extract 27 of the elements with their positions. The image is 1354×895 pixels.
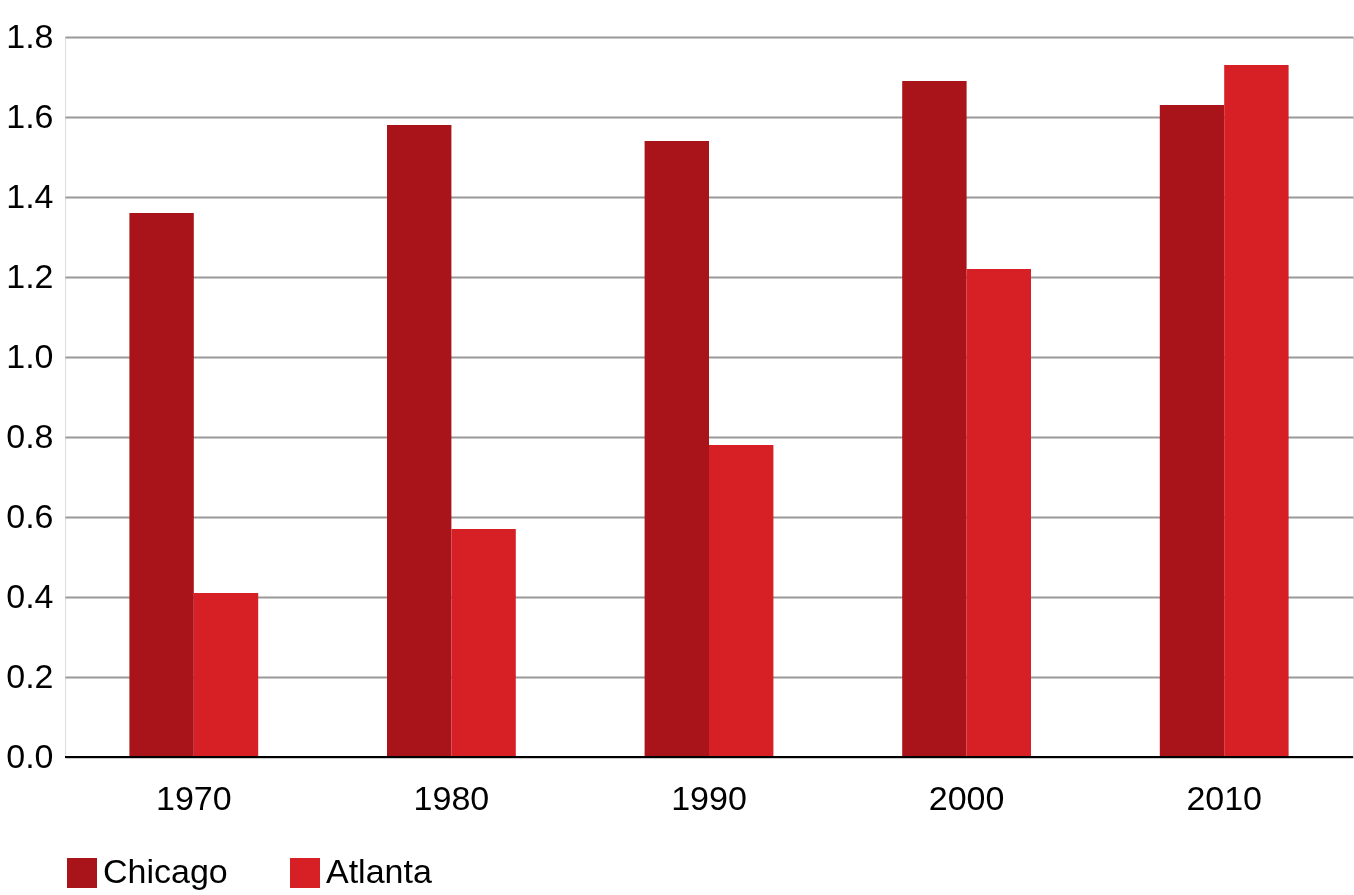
bar (644, 141, 709, 757)
y-tick-label: 1.0 (6, 336, 54, 375)
bar (709, 445, 774, 757)
x-tick-label: 2000 (928, 778, 1005, 817)
bar (1224, 65, 1289, 757)
bar (129, 213, 194, 757)
bar (966, 269, 1031, 757)
x-tick-label: 1970 (155, 778, 232, 817)
x-tick-label: 1990 (671, 778, 747, 817)
y-tick-label: 0.8 (6, 416, 54, 455)
bar (902, 81, 967, 757)
y-tick-label: 0.0 (6, 736, 54, 775)
x-tick-label: 1980 (413, 778, 490, 817)
y-tick-label: 0.2 (6, 656, 54, 695)
bar (193, 593, 259, 757)
y-tick-label: 0.4 (6, 576, 54, 615)
y-tick-label: 1.2 (6, 256, 54, 295)
bar (1159, 105, 1225, 757)
y-tick-label: 1.6 (6, 96, 54, 135)
legend-label: Atlanta (326, 852, 432, 890)
legend-label: Chicago (103, 852, 228, 890)
bar (387, 125, 452, 757)
x-tick-label: 2010 (1186, 778, 1263, 817)
bar (451, 529, 516, 757)
y-tick-label: 1.4 (6, 176, 54, 215)
y-tick-label: 1.8 (6, 16, 54, 55)
y-tick-label: 0.6 (6, 496, 54, 535)
